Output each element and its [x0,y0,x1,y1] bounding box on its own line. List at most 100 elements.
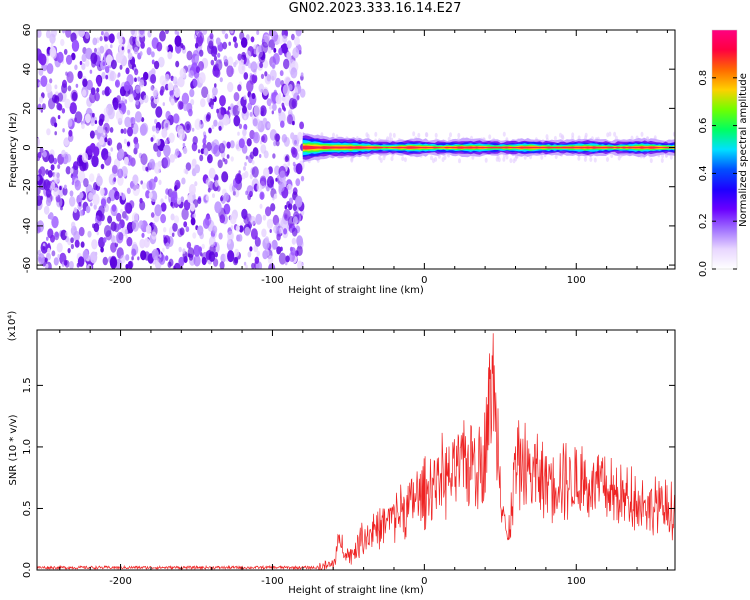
spectrogram-noise-cell [198,246,203,253]
spectrogram-speckle [502,131,506,137]
spectrogram-noise-cell [46,49,51,57]
spectrogram-noise-cell [38,168,42,175]
spectrogram-noise-cell [183,256,188,263]
spectrogram-noise-cell [208,251,216,262]
spectrogram-noise-cell [194,118,202,130]
spectrogram-noise-cell [124,116,132,128]
spectrogram-noise-cell [103,107,110,117]
spectrogram-noise-cell [151,248,159,261]
colorbar-tick-label: 0.4 [698,165,709,181]
spectrogram-noise-cell [222,157,225,162]
spectrogram-noise-cell [286,51,292,60]
spectrogram-noise-cell [297,131,303,141]
spectrogram-noise-cell [292,120,295,126]
y-tick-label: 40 [22,63,33,76]
spectrogram-noise-cell [262,214,267,221]
spectrogram-noise-cell [206,96,211,103]
y-tick-label: 1.5 [22,377,33,393]
spectrogram-noise-cell [121,194,126,201]
spectrogram-noise-cell [56,51,64,64]
spectrogram-noise-cell [265,206,272,217]
spectrogram-noise-cell [182,248,186,254]
spectrogram-noise-cell [208,127,212,134]
snr-y-scale-note: (x10⁴) [7,311,18,342]
spectrogram-noise-cell [116,212,122,222]
spectrogram-noise-cell [133,46,139,55]
spectrogram-noise-cell [96,87,100,93]
spectrogram-noise-cell [94,215,101,224]
spectrogram-noise-cell [127,126,133,137]
spectrogram-noise-cell [273,140,277,147]
spectrogram-noise-cell [196,32,205,44]
spectrogram-noise-cell [100,187,105,196]
spectrogram-noise-cell [37,30,42,38]
spectrogram-speckle [553,135,557,141]
spectrogram-noise-cell [234,248,240,257]
spectrogram-speckle [545,134,549,140]
spectrogram-noise-cell [94,120,98,125]
spectrogram-noise-cell [179,152,182,157]
spectrogram-noise-cell [263,150,269,159]
spectrogram-noise-cell [118,37,123,45]
spectrogram-noise-cell [108,152,111,157]
spectrogram-noise-cell [81,53,87,63]
spectrogram-noise-cell [152,87,159,97]
figure-title: GN02.2023.333.16.14.E27 [288,1,462,16]
spectrogram-noise-cell [282,84,290,96]
spectrogram-noise-cell [232,256,239,266]
spectrogram-noise-cell [181,92,190,105]
spectrogram-noise-cell [264,236,270,244]
spectrogram-noise-cell [230,156,234,162]
spectrogram-noise-cell [47,247,51,254]
spectrogram-noise-cell [159,75,166,86]
colorbar-tick-label: 0.2 [698,213,709,229]
spectrogram-noise-cell [180,196,185,203]
spectrogram-noise-cell [125,254,130,261]
spectrogram-noise-cell [70,237,74,244]
x-tick-label: -200 [109,275,132,286]
spectrogram-noise-cell [128,260,134,269]
spectrogram-noise-cell [91,59,96,68]
spectrogram-noise-cell [101,31,104,36]
spectrogram-noise-cell [115,79,120,88]
spectrogram-noise-cell [175,60,180,68]
spectrogram-noise-cell [197,149,201,154]
spectrogram-noise-cell [222,114,230,126]
spectrogram-noise-cell [154,204,162,217]
spectrogram-noise-cell [269,104,272,110]
spectrogram-noise-cell [295,30,302,37]
spectrogram-noise-cell [48,212,54,220]
spectrogram-noise-cell [293,36,300,46]
spectrogram-noise-cell [268,263,276,269]
spectrogram-noise-cell [180,230,184,236]
spectrogram-noise-cell [158,179,162,185]
spectrogram-noise-cell [243,261,247,266]
spectrogram-noise-cell [221,171,229,183]
spectrogram-noise-cell [283,58,290,70]
spectrogram-noise-cell [91,239,98,250]
spectrogram-speckle [577,155,581,161]
spectrogram-noise-cell [290,132,295,140]
spectrogram-noise-cell [37,138,41,146]
spectrogram-noise-cell [212,86,218,96]
spectrogram-noise-cell [68,129,73,137]
spectrogram-noise-cell [102,256,109,266]
spectrogram-noise-cell [140,180,143,185]
spectrogram-noise-cell [53,171,60,184]
spectrogram-noise-cell [281,43,288,54]
spectrogram-noise-cell [50,181,56,190]
spectrogram-noise-cell [211,124,215,130]
spectrogram-noise-cell [106,196,111,204]
spectrogram-noise-cell [189,88,195,98]
spectrogram-noise-cell [245,264,248,269]
spectrogram-noise-cell [150,137,154,142]
spectrogram-noise-cell [157,160,162,168]
spectrogram-noise-cell [262,86,269,97]
spectrogram-noise-cell [226,154,230,159]
spectrogram-noise-cell [226,141,231,149]
spectrogram-noise-cell [233,115,241,127]
spectrogram-noise-cell [126,109,131,116]
spectrogram-noise-cell [103,237,107,243]
spectrogram-noise-cell [108,33,115,44]
spectrogram-noise-cell [38,68,44,76]
